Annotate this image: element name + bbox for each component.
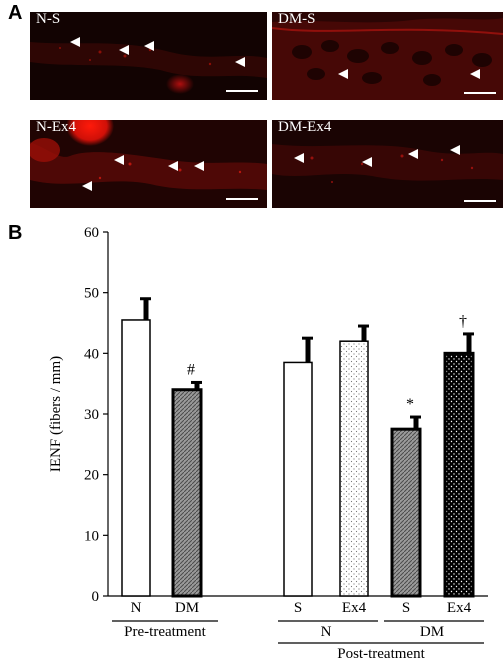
y-tick-label: 10 [84, 528, 99, 544]
arrowhead-icon [70, 37, 80, 47]
arrowhead-icon [168, 161, 178, 171]
x-tick-label: Ex4 [447, 600, 472, 616]
y-tick-label: 30 [84, 407, 99, 423]
arrowhead-icon [338, 69, 348, 79]
micrograph-n-s: N-S [30, 12, 267, 100]
arrowhead-icon [294, 153, 304, 163]
micrograph-image-dm-ex4 [272, 120, 503, 208]
x-tick-label: N [131, 600, 142, 616]
y-tick-label: 40 [84, 346, 99, 362]
micrograph-label-dm-s: DM-S [278, 12, 316, 27]
bar-3 [339, 340, 369, 597]
scale-bar [226, 90, 258, 92]
scale-bar [464, 200, 496, 202]
micrograph-image-dm-s [272, 12, 503, 100]
group-label-dm: DM [420, 624, 444, 640]
group-label-pre-treatment: Pre-treatment [124, 624, 206, 640]
bar-5 [443, 351, 475, 598]
arrowhead-icon [362, 157, 372, 167]
micrograph-label-n-s: N-S [36, 12, 61, 27]
group-label-post-treatment: Post-treatment [337, 646, 425, 662]
bar-4 [390, 427, 422, 598]
arrowhead-icon [470, 69, 480, 79]
micrograph-n-ex4: N-Ex4 [30, 120, 267, 208]
significance-marker: † [459, 313, 467, 330]
y-tick-label: 20 [84, 468, 99, 484]
group-label-n: N [321, 624, 332, 640]
x-tick-label: Ex4 [342, 600, 367, 616]
micrograph-label-n-ex4: N-Ex4 [36, 120, 76, 135]
bar-0 [121, 319, 151, 597]
x-tick-label: DM [175, 600, 199, 616]
bar-1 [171, 388, 203, 598]
panel-a-letter: A [8, 2, 23, 24]
y-axis-label: IENF (fibers / mm) [48, 356, 64, 472]
arrowhead-icon [194, 161, 204, 171]
arrowhead-icon [144, 41, 154, 51]
arrowhead-icon [235, 57, 245, 67]
micrograph-image-n-ex4 [30, 120, 267, 208]
micrograph-label-dm-ex4: DM-Ex4 [278, 120, 332, 135]
x-tick-label: S [294, 600, 302, 616]
arrowhead-icon [114, 155, 124, 165]
arrowhead-icon [82, 181, 92, 191]
arrowhead-icon [450, 145, 460, 155]
x-tick-label: S [402, 600, 410, 616]
bar-2 [283, 361, 313, 597]
y-tick-label: 60 [84, 225, 99, 241]
scale-bar [226, 198, 258, 200]
significance-marker: * [406, 396, 414, 413]
panel-b-letter: B [8, 222, 23, 244]
scale-bar [464, 92, 496, 94]
arrowhead-icon [408, 149, 418, 159]
micrograph-image-n-s [30, 12, 267, 100]
micrograph-dm-s: DM-S [272, 12, 503, 100]
significance-marker: # [187, 361, 195, 378]
arrowhead-icon [119, 45, 129, 55]
y-tick-label: 0 [92, 589, 100, 605]
micrograph-dm-ex4: DM-Ex4 [272, 120, 503, 208]
y-tick-label: 50 [84, 286, 99, 302]
